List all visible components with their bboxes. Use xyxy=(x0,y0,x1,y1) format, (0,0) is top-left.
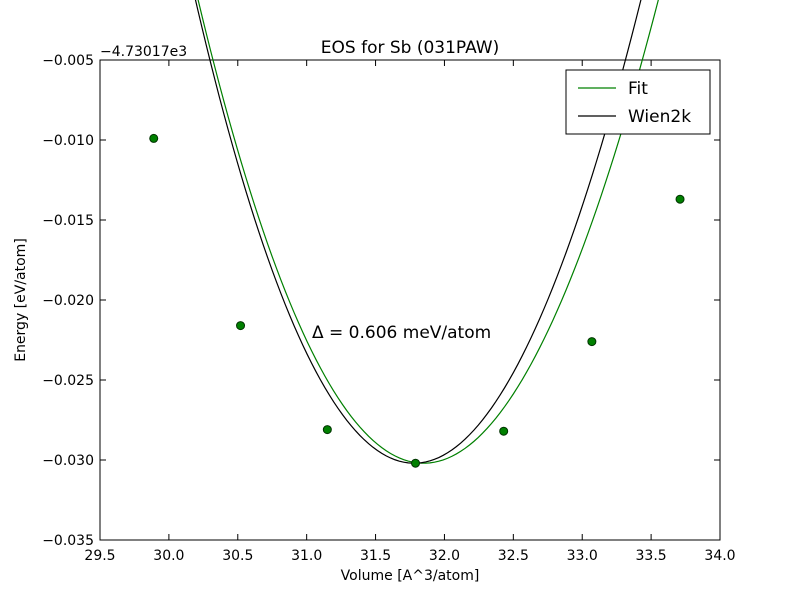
legend: Fit Wien2k xyxy=(565,69,711,135)
x-tick-label: 32.0 xyxy=(429,548,460,564)
x-tick-label: 32.5 xyxy=(498,548,529,564)
y-offset-label: −4.73017e3 xyxy=(100,44,187,60)
x-tick-label: 33.0 xyxy=(567,548,598,564)
x-tick-label: 31.5 xyxy=(360,548,391,564)
data-point xyxy=(322,425,332,435)
data-point xyxy=(675,194,685,204)
y-tick-label: −0.025 xyxy=(42,373,94,389)
delta-annotation: Δ = 0.606 meV/atom xyxy=(312,323,491,343)
x-tick-label: 30.5 xyxy=(222,548,253,564)
y-tick-label: −0.020 xyxy=(42,293,94,309)
data-point xyxy=(236,321,246,331)
x-tick-label: 29.5 xyxy=(84,548,115,564)
legend-box xyxy=(565,69,711,135)
data-point xyxy=(149,133,159,143)
legend-label-fit: Fit xyxy=(628,79,648,99)
data-point xyxy=(499,426,509,436)
y-tick-label: −0.005 xyxy=(42,53,94,69)
y-axis-label: Energy [eV/atom] xyxy=(13,238,29,362)
data-point xyxy=(587,337,597,347)
x-tick-label: 34.0 xyxy=(704,548,735,564)
y-tick-label: −0.010 xyxy=(42,133,94,149)
x-tick-label: 31.0 xyxy=(291,548,322,564)
data-point xyxy=(411,458,421,468)
y-tick-label: −0.030 xyxy=(42,453,94,469)
legend-label-wien2k: Wien2k xyxy=(628,107,691,127)
plot-area: 29.5 30.0 30.5 31.0 31.5 32.0 32.5 33.0 33.5 34.0… xyxy=(42,0,736,564)
x-tick-label: 33.5 xyxy=(636,548,667,564)
chart-title: EOS for Sb (031PAW) xyxy=(321,38,499,58)
y-tick-label: −0.035 xyxy=(42,533,94,549)
y-tick-label: −0.015 xyxy=(42,213,94,229)
x-tick-label: 30.0 xyxy=(153,548,184,564)
x-axis-label: Volume [A^3/atom] xyxy=(341,568,480,584)
